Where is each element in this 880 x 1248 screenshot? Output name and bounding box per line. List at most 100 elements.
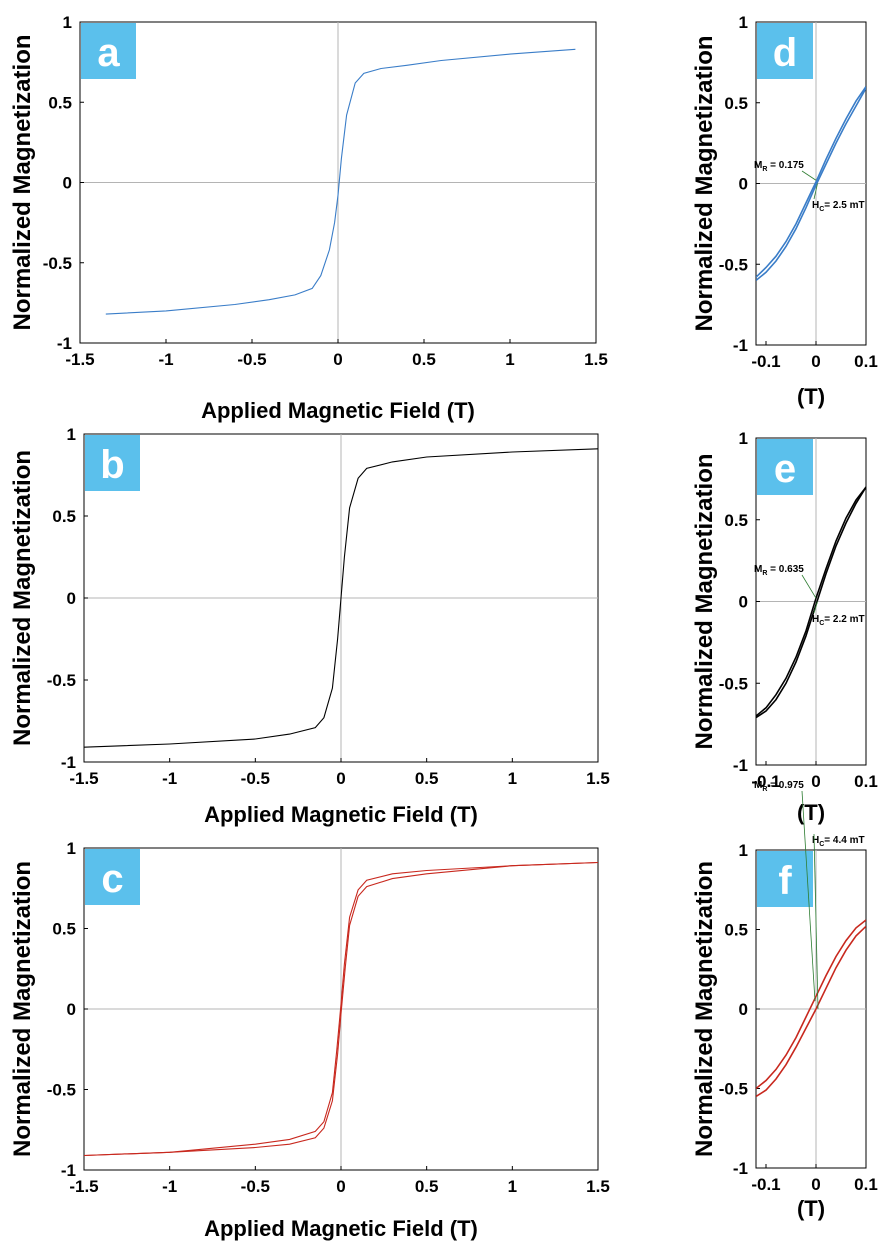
y-tick-label: -0.5 [719,255,748,274]
x-tick-label: 0.1 [854,1175,878,1194]
y-axis-label: Normalized Magnetization [691,35,718,331]
panel-letter: f [778,859,792,903]
series-line-0 [105,48,576,315]
coercivity-annotation: HC= 2.5 mT [812,200,865,213]
y-tick-label: -0.5 [719,674,748,693]
coercivity-pointer [813,833,819,1010]
x-tick-label: 1.5 [584,350,608,369]
y-tick-label: 0 [67,1000,76,1019]
y-tick-label: -1 [61,1161,76,1180]
y-tick-label: -1 [733,336,748,355]
y-tick-label: -0.5 [43,254,72,273]
series-line-0 [756,86,866,278]
y-tick-label: 0 [739,1000,748,1019]
x-tick-label: 0 [336,769,345,788]
y-tick-label: -0.5 [719,1080,748,1099]
panel-letter: e [774,447,796,491]
panel-b: 10.50-0.5-1-1.5 -1 -0.5 0 0.5 1 1.5bNormalized… [9,425,610,827]
panel-c: 10.50-0.5-1-1.5 -1 -0.5 0 0.5 1 1.5cNormalized… [9,839,610,1241]
coercivity-pointer [813,183,818,200]
y-tick-label: 0.5 [48,93,72,112]
panel-d: 1 0.5 0 -0.5 -1-0.1 0 0.1 d Normalized Magnetiza… [691,13,878,409]
y-tick-label: 0.5 [724,921,748,940]
panel-label-box [757,23,813,79]
series-line-0 [756,919,866,1090]
coercivity-pointer [813,601,818,614]
x-tick-label: -1.5 [69,769,98,788]
y-tick-label: 0 [63,174,72,193]
y-tick-label: 1 [67,425,76,444]
x-tick-label: 0 [336,1177,345,1196]
x-tick-label: -1 [162,769,177,788]
x-tick-label: -1 [158,350,173,369]
y-tick-label: 0.5 [52,507,76,526]
x-tick-label: -0.1 [751,772,780,791]
y-tick-label: 1 [739,429,748,448]
remanence-annotation: MR = 0.175 [754,160,804,173]
x-tick-label: 0 [333,350,342,369]
y-tick-label: 0 [739,593,748,612]
panel-label-box [85,435,140,491]
y-tick-label: 1 [739,13,748,32]
panel-a: 10.50-0.5-1-1.5 -1 -0.5 0 0.5 1 1.5aNormalized… [9,13,608,423]
series-line-1 [756,486,866,719]
x-tick-label: -1 [162,1177,177,1196]
y-tick-label: -1 [733,1159,748,1178]
y-tick-label: 0 [67,589,76,608]
panel-letter: b [100,443,124,487]
x-tick-label: -1.5 [69,1177,98,1196]
x-axis-label: Applied Magnetic Field (T) [201,398,475,423]
x-axis-label: Applied Magnetic Field (T) [204,1216,478,1241]
y-tick-label: -1 [57,334,72,353]
x-tick-label: 1 [508,769,517,788]
y-tick-label: 0.5 [724,511,748,530]
x-axis-label: (T) [797,1196,825,1221]
panel-letter: c [101,857,123,901]
panel-letter: a [97,31,120,75]
x-tick-label: 0.1 [854,352,878,371]
panel-label-box [81,23,136,79]
y-tick-label: -1 [733,756,748,775]
series-line-1 [84,861,598,1157]
panel-label-box [757,439,813,495]
series-line-0 [84,448,598,748]
x-tick-label: 1 [505,350,514,369]
panel-label-box [85,849,140,905]
series-line-0 [84,861,598,1157]
y-tick-label: 1 [63,13,72,32]
x-tick-label: -0.5 [241,1177,270,1196]
panel-f: 1 0.5 0 -0.5 -1-0.1 0 0.1 f Normalized Magnetiza… [691,780,878,1221]
x-tick-label: 1.5 [586,1177,610,1196]
remanence-annotation: MR = 0.635 [754,564,804,577]
remanence-pointer [801,790,816,1002]
y-tick-label: -1 [61,753,76,772]
panel-e: 1 0.5 0 -0.5 -1-0.1 0 0.1 e Normalized Magnetiza… [691,429,878,825]
y-axis-label: Normalized Magnetization [691,453,718,749]
panel-letter: d [773,31,797,75]
remanence-pointer [801,170,817,181]
x-tick-label: -0.1 [751,352,780,371]
x-tick-label: 1 [508,1177,517,1196]
x-tick-label: 1.5 [586,769,610,788]
x-tick-label: -0.1 [751,1175,780,1194]
x-tick-label: 0 [811,352,820,371]
coercivity-annotation: HC= 4.4 mT [812,835,865,848]
series-line-0 [756,486,866,717]
y-axis-label: Normalized Magnetization [691,861,718,1157]
x-tick-label: 0.5 [415,769,439,788]
coercivity-annotation: HC= 2.2 mT [812,614,865,627]
x-tick-label: -1.5 [65,350,94,369]
y-axis-label: Normalized Magnetization [9,34,36,330]
panel-label-box [757,851,813,907]
x-tick-label: 0 [811,772,820,791]
y-tick-label: 0.5 [52,920,76,939]
x-tick-label: 0.5 [412,350,436,369]
x-tick-label: 0.1 [854,772,878,791]
x-tick-label: -0.5 [241,769,270,788]
x-tick-label: 0.5 [415,1177,439,1196]
y-axis-label: Normalized Magnetization [9,861,36,1157]
y-tick-label: -0.5 [47,671,76,690]
x-tick-label: -0.5 [237,350,266,369]
x-axis-label: (T) [797,384,825,409]
